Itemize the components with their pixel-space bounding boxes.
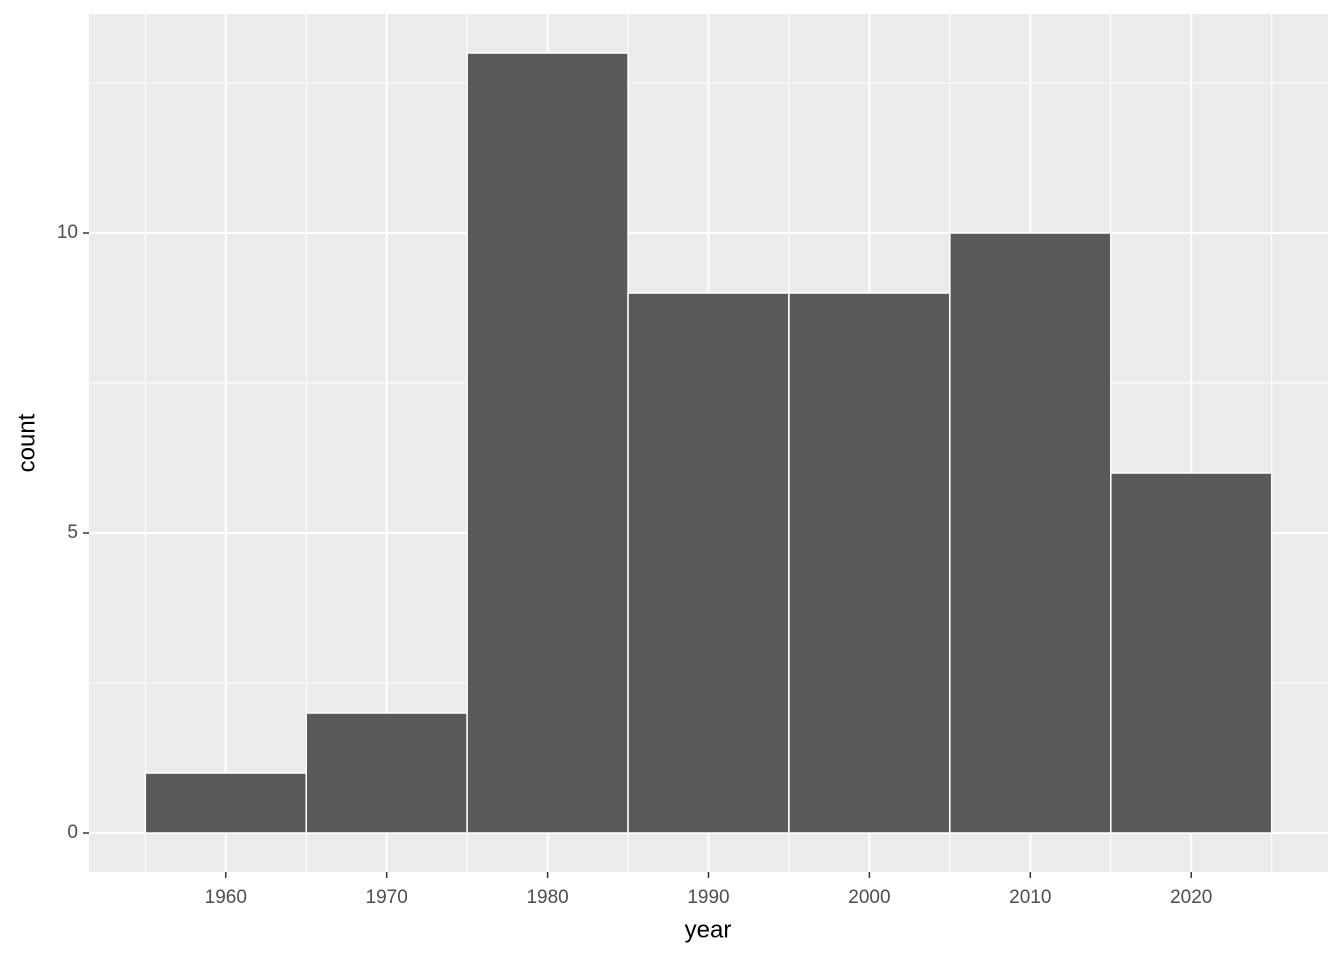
bar	[949, 232, 1112, 834]
x-tick-label: 2010	[1009, 887, 1051, 908]
bar	[1110, 472, 1273, 834]
bar	[466, 52, 629, 834]
bar	[144, 772, 307, 834]
y-axis-title: count	[13, 413, 40, 472]
x-tick-label: 2000	[848, 887, 890, 908]
x-tick-label: 1980	[526, 887, 568, 908]
bar	[305, 712, 468, 834]
x-tick-label: 1960	[205, 887, 247, 908]
x-tick-label: 1990	[687, 887, 729, 908]
bar	[627, 292, 790, 834]
bar	[788, 292, 951, 834]
y-tick-label: 10	[57, 222, 78, 243]
x-tick-label: 1970	[366, 887, 408, 908]
y-tick-label: 0	[67, 822, 78, 843]
y-tick-label: 5	[67, 522, 78, 543]
x-tick-label: 2020	[1170, 887, 1212, 908]
x-axis-title: year	[685, 916, 732, 943]
